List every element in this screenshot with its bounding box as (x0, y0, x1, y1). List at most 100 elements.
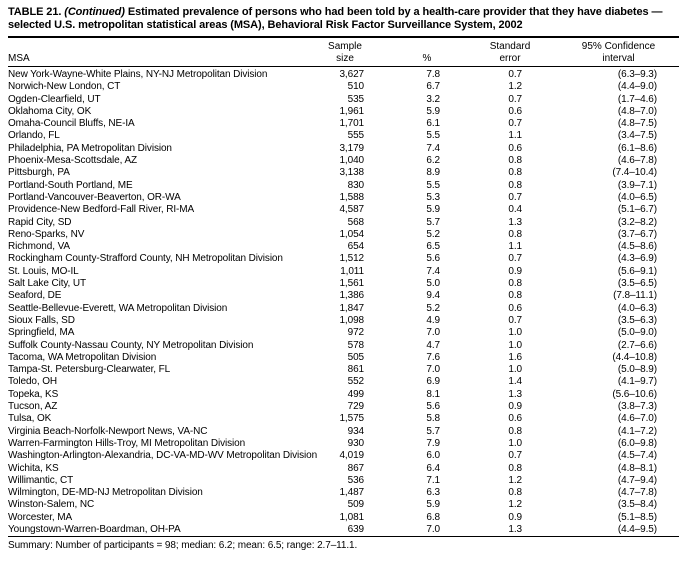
cell-msa: Willimantic, CT (8, 474, 74, 486)
cell-sample-size: 1,588 (339, 191, 364, 203)
cell-standard-error: 1.0 (508, 327, 522, 339)
cell-standard-error: 0.8 (508, 228, 522, 240)
cell-percent: 5.7 (426, 425, 440, 437)
cell-sample-size: 729 (347, 401, 364, 413)
cell-confidence-interval: (4.0–6.5) (617, 191, 657, 203)
cell-sample-size: 3,627 (339, 69, 364, 80)
cell-percent: 5.5 (426, 179, 440, 191)
table-title: TABLE 21. (Continued) Estimated prevalen… (8, 6, 679, 32)
cell-msa: Toledo, OH (8, 376, 58, 388)
table-row: Winston-Salem, NC 509 5.9 1.2 (3.5–8.4) (8, 499, 679, 511)
cell-standard-error: 0.8 (508, 179, 522, 191)
cell-msa: Winston-Salem, NC (8, 499, 95, 511)
cell-standard-error: 0.9 (508, 511, 522, 523)
cell-msa: Reno-Sparks, NV (8, 228, 85, 240)
cell-percent: 8.9 (426, 167, 440, 179)
cell-standard-error: 1.2 (508, 81, 522, 93)
cell-sample-size: 934 (347, 425, 364, 437)
cell-standard-error: 0.8 (508, 425, 522, 437)
cell-percent: 5.6 (426, 401, 440, 413)
cell-confidence-interval: (4.7–9.4) (617, 474, 657, 486)
cell-confidence-interval: (4.7–7.8) (617, 487, 657, 499)
cell-standard-error: 1.4 (508, 376, 522, 388)
cell-msa: Springfield, MA (8, 327, 75, 339)
cell-standard-error: 1.3 (508, 388, 522, 400)
cell-percent: 6.4 (426, 462, 440, 474)
cell-percent: 6.1 (426, 118, 440, 130)
cell-sample-size: 654 (347, 241, 364, 253)
cell-sample-size: 552 (347, 376, 364, 388)
cell-confidence-interval: (3.5–8.4) (617, 499, 657, 511)
table-row: Philadelphia, PA Metropolitan Division 3,… (8, 143, 679, 155)
cell-sample-size: 509 (347, 499, 364, 511)
cell-standard-error: 0.9 (508, 401, 522, 413)
cell-confidence-interval: (7.8–11.1) (613, 290, 657, 302)
cell-standard-error: 0.7 (508, 314, 522, 326)
table-row: Topeka, KS 499 8.1 1.3 (5.6–10.6) (8, 389, 679, 401)
cell-standard-error: 1.0 (508, 437, 522, 449)
cell-confidence-interval: (3.5–6.3) (617, 314, 657, 326)
cell-standard-error: 1.3 (508, 216, 522, 228)
cell-msa: Portland-Vancouver-Beaverton, OR-WA (8, 191, 181, 203)
cell-sample-size: 1,386 (339, 290, 364, 302)
cell-msa: Norwich-New London, CT (8, 81, 121, 93)
cell-confidence-interval: (4.1–9.7) (617, 376, 657, 388)
summary-note: Summary: Number of participants = 98; me… (8, 540, 358, 552)
cell-confidence-interval: (6.0–9.8) (617, 437, 657, 449)
table-row: St. Louis, MO-IL 1,011 7.4 0.9 (5.6–9.1) (8, 266, 679, 278)
cell-confidence-interval: (4.4–9.5) (617, 523, 657, 535)
cell-confidence-interval: (5.1–8.5) (617, 511, 657, 523)
table-row: Virginia Beach-Norfolk-Newport News, VA-… (8, 426, 679, 438)
cell-msa: Orlando, FL (8, 130, 60, 142)
cell-msa: Topeka, KS (8, 388, 59, 400)
cell-percent: 5.0 (426, 278, 440, 290)
cell-sample-size: 578 (347, 339, 364, 351)
cell-msa: Rapid City, SD (8, 216, 72, 228)
cell-msa: Portland-South Portland, ME (8, 179, 133, 191)
cell-standard-error: 0.7 (508, 69, 522, 80)
cell-confidence-interval: (3.7–6.7) (617, 228, 657, 240)
table-row: Wilmington, DE-MD-NJ Metropolitan Divisi… (8, 487, 679, 499)
cell-sample-size: 3,179 (339, 142, 364, 154)
cell-percent: 3.2 (426, 93, 440, 105)
cell-standard-error: 1.0 (508, 364, 522, 376)
table-row: New York-Wayne-White Plains, NY-NJ Metro… (8, 67, 679, 82)
cell-confidence-interval: (2.7–6.6) (617, 339, 657, 351)
cell-percent: 7.0 (426, 523, 440, 535)
cell-percent: 5.3 (426, 191, 440, 203)
cell-confidence-interval: (3.4–7.5) (617, 130, 657, 142)
table-row: Pittsburgh, PA 3,138 8.9 0.8 (7.4–10.4) (8, 167, 679, 179)
cell-sample-size: 536 (347, 474, 364, 486)
cell-standard-error: 0.8 (508, 290, 522, 302)
cell-standard-error: 0.8 (508, 155, 522, 167)
cell-standard-error: 0.4 (508, 204, 522, 216)
cell-msa: Wilmington, DE-MD-NJ Metropolitan Divisi… (8, 487, 203, 499)
cell-percent: 5.9 (426, 499, 440, 511)
cell-standard-error: 1.1 (508, 130, 522, 142)
cell-sample-size: 867 (347, 462, 364, 474)
table-row: Worcester, MA 1,081 6.8 0.9 (5.1–8.5) (8, 512, 679, 524)
cell-percent: 6.3 (426, 487, 440, 499)
table-row: Phoenix-Mesa-Scottsdale, AZ 1,040 6.2 0.8 (4… (8, 155, 679, 167)
cell-msa: Virginia Beach-Norfolk-Newport News, VA-… (8, 425, 208, 437)
cell-sample-size: 1,487 (339, 487, 364, 499)
header-row: MSA Sample size % Standard error 95% Con… (8, 37, 679, 67)
table-row: Washington-Arlington-Alexandria, DC-VA-M… (8, 450, 679, 462)
table-row: Tacoma, WA Metropolitan Division 505 7.6 1.… (8, 352, 679, 364)
continued-label: (Continued) (64, 6, 125, 18)
cell-percent: 6.0 (426, 450, 440, 462)
cell-msa: St. Louis, MO-IL (8, 265, 79, 277)
column-header-standard-error: Standard error (448, 37, 532, 67)
cell-percent: 6.8 (426, 511, 440, 523)
cell-sample-size: 535 (347, 93, 364, 105)
cell-standard-error: 0.8 (508, 167, 522, 179)
cell-percent: 5.6 (426, 253, 440, 265)
cell-percent: 6.5 (426, 241, 440, 253)
cell-confidence-interval: (4.1–7.2) (617, 425, 657, 437)
table-number: TABLE 21. (8, 6, 62, 18)
cell-percent: 5.8 (426, 413, 440, 425)
table-row: Richmond, VA 654 6.5 1.1 (4.5–8.6) (8, 241, 679, 253)
cell-confidence-interval: (3.2–8.2) (617, 216, 657, 228)
cell-percent: 7.8 (426, 69, 440, 80)
cell-standard-error: 0.8 (508, 487, 522, 499)
